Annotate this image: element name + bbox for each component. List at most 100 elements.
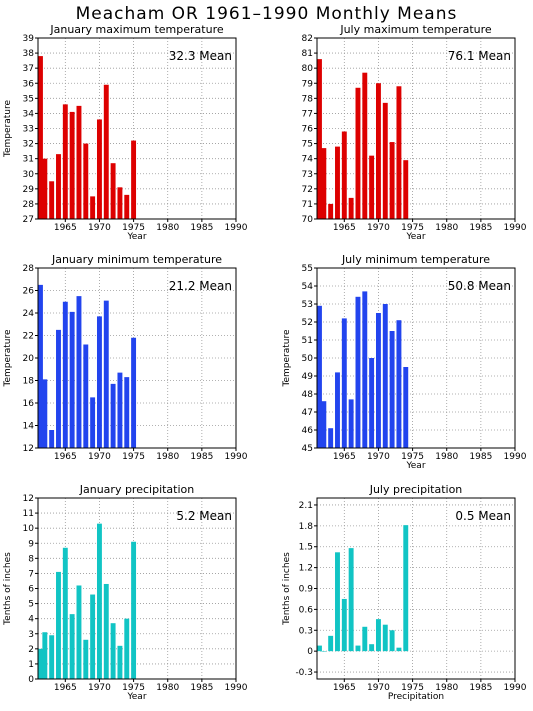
bar-1973: [117, 372, 123, 448]
x-tick-label: 1970: [367, 452, 390, 462]
bar-1971: [382, 624, 388, 652]
bar-1962: [321, 651, 327, 652]
x-tick-label: 1970: [367, 223, 390, 233]
x-axis-label: Year: [405, 461, 425, 471]
bar-1968: [362, 626, 368, 652]
x-tick-label: 1965: [333, 683, 356, 693]
bar-1972: [389, 331, 395, 448]
x-tick-label: 1965: [54, 452, 77, 462]
x-axis-label: Year: [126, 232, 146, 242]
y-tick-label: 0: [307, 647, 313, 657]
y-tick-label: 0.9: [299, 585, 314, 595]
bar-1971: [382, 304, 388, 448]
y-tick-label: -0.3: [295, 668, 313, 678]
bar-1965: [341, 131, 347, 219]
bar-1962: [321, 148, 327, 219]
y-tick-label: 20: [23, 354, 35, 364]
bar-1969: [369, 644, 375, 652]
x-axis-label: Year: [126, 692, 146, 702]
y-tick-label: 45: [302, 444, 313, 454]
y-tick-label: 24: [23, 309, 35, 319]
x-tick-label: 1985: [469, 683, 492, 693]
y-tick-label: 72: [302, 185, 313, 195]
bar-1971: [103, 300, 109, 448]
y-tick-label: 36: [23, 79, 35, 89]
y-tick-label: 52: [302, 318, 313, 328]
bar-1970: [375, 83, 381, 219]
bar-1974: [403, 367, 409, 448]
bar-1964: [335, 552, 340, 652]
chart-title: July precipitation: [369, 483, 463, 496]
bar-1962: [321, 401, 327, 448]
bar-1965: [62, 547, 68, 679]
bar-1961: [38, 284, 43, 448]
bar-1963: [328, 428, 334, 448]
chart-panel-4: 45 46 47 48 49 50 51 52 53 54 55 1965 1970 1975 1980 19…: [282, 253, 527, 471]
bar-1968: [362, 72, 368, 219]
y-tick-label: 31: [23, 155, 34, 165]
y-tick-label: 78: [302, 94, 314, 104]
bar-1969: [90, 594, 96, 679]
bar-1965: [62, 104, 68, 219]
bar-1964: [335, 372, 340, 448]
x-tick-label: 1985: [469, 452, 492, 462]
y-tick-label: 11: [23, 509, 34, 519]
bar-1961: [38, 648, 43, 679]
bar-1970: [375, 619, 381, 652]
y-tick-label: 0.6: [299, 605, 314, 615]
y-axis-label: Temperature: [3, 329, 13, 387]
chart-title: July minimum temperature: [341, 253, 490, 266]
bar-1972: [110, 383, 116, 448]
y-tick-label: 38: [23, 49, 35, 59]
bar-1972: [110, 163, 116, 219]
bar-1975: [131, 337, 137, 448]
x-tick-label: 1970: [367, 683, 390, 693]
bar-1964: [56, 571, 61, 679]
y-tick-label: 80: [302, 64, 314, 74]
bar-1969: [90, 196, 96, 219]
bar-1968: [83, 639, 89, 679]
bar-1963: [328, 635, 334, 652]
bar-1972: [389, 142, 395, 219]
y-tick-label: 14: [23, 422, 35, 432]
bar-1963: [49, 635, 55, 679]
bar-1971: [382, 102, 388, 219]
bar-1974: [124, 194, 130, 219]
y-tick-label: 29: [23, 185, 35, 195]
y-tick-label: 12: [23, 444, 34, 454]
bar-1967: [76, 105, 82, 219]
x-tick-label: 1985: [190, 452, 213, 462]
bar-1973: [117, 645, 123, 679]
bar-1969: [90, 397, 96, 448]
y-tick-label: 73: [302, 170, 313, 180]
y-tick-label: 18: [23, 377, 35, 387]
chart-panel-3: 12 14 16 18 20 22 24 26 28 1965 1970 1975 1980 1985 19…: [3, 253, 248, 462]
y-tick-label: 6: [28, 585, 34, 595]
bar-1965: [341, 598, 347, 652]
chart-title: January maximum temperature: [49, 23, 223, 36]
y-tick-label: 28: [23, 264, 35, 274]
x-tick-label: 1990: [504, 683, 527, 693]
bar-1972: [389, 630, 395, 652]
x-tick-label: 1965: [54, 223, 77, 233]
bar-1967: [355, 296, 361, 448]
y-tick-label: 77: [302, 109, 313, 119]
mean-label: 50.8 Mean: [448, 279, 511, 293]
bar-1962: [42, 379, 48, 448]
y-tick-label: 47: [302, 408, 313, 418]
bar-1974: [403, 160, 409, 219]
x-tick-label: 1990: [225, 223, 248, 233]
chart-panel-6: -0.3 0 0.3 0.6 0.9 1.2 1.5 1.8 2.1 1965 1970 1975 19…: [282, 483, 527, 702]
bar-1973: [396, 86, 402, 220]
bar-1966: [69, 311, 75, 448]
chart-title: January minimum temperature: [51, 253, 222, 266]
x-tick-label: 1990: [225, 683, 248, 693]
bar-1973: [117, 187, 123, 219]
y-tick-label: 0.3: [299, 626, 313, 636]
x-tick-label: 1990: [225, 452, 248, 462]
page-title: Meacham OR 1961–1990 Monthly Means: [75, 4, 458, 24]
bar-1967: [76, 296, 82, 448]
y-tick-label: 12: [23, 494, 34, 504]
y-tick-label: 50: [302, 354, 314, 364]
